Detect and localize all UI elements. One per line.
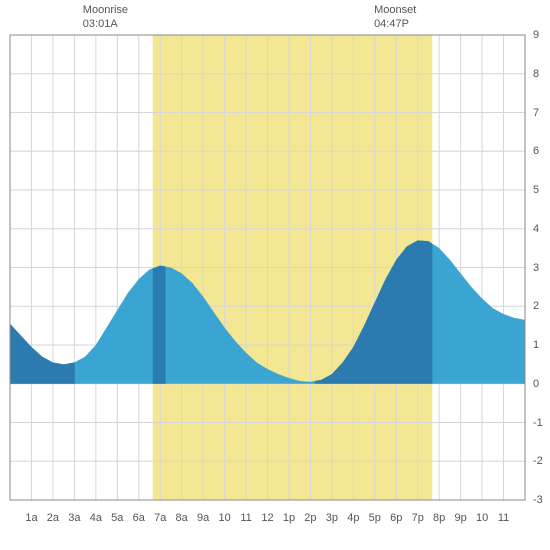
moonset-time: 04:47P (374, 17, 416, 31)
moonset-label: Moonset (374, 3, 416, 17)
x-tick-label: 4p (347, 512, 359, 524)
y-tick-label: 9 (533, 29, 539, 41)
y-tick-label: -2 (533, 455, 543, 467)
y-tick-label: 4 (533, 223, 539, 235)
moonset-annotation: Moonset 04:47P (374, 3, 416, 32)
x-tick-label: 10 (218, 512, 230, 524)
y-tick-label: -3 (533, 494, 543, 506)
plot-area (0, 0, 550, 550)
x-tick-label: 8p (433, 512, 445, 524)
x-tick-label: 12 (261, 512, 273, 524)
x-tick-label: 5a (111, 512, 123, 524)
moonrise-annotation: Moonrise 03:01A (83, 3, 128, 32)
x-tick-label: 2a (47, 512, 59, 524)
x-tick-label: 4a (90, 512, 102, 524)
x-tick-label: 8a (176, 512, 188, 524)
y-tick-label: 6 (533, 145, 539, 157)
y-tick-label: 3 (533, 262, 539, 274)
x-tick-label: 3a (68, 512, 80, 524)
x-tick-label: 11 (498, 512, 509, 524)
y-tick-label: 8 (533, 68, 539, 80)
x-tick-label: 1p (283, 512, 295, 524)
y-tick-label: 7 (533, 107, 539, 119)
y-tick-label: 2 (533, 300, 539, 312)
x-tick-label: 9a (197, 512, 209, 524)
x-tick-label: 3p (326, 512, 338, 524)
x-tick-label: 11 (240, 512, 251, 524)
moonrise-label: Moonrise (83, 3, 128, 17)
y-tick-label: 0 (533, 378, 539, 390)
tide-chart: Moonrise 03:01A Moonset 04:47P -3-2-1012… (0, 0, 550, 550)
x-tick-label: 2p (304, 512, 316, 524)
y-tick-label: 1 (533, 339, 539, 351)
x-tick-label: 6a (133, 512, 145, 524)
y-tick-label: -1 (533, 417, 543, 429)
x-tick-label: 7a (154, 512, 166, 524)
x-tick-label: 5p (369, 512, 381, 524)
x-tick-label: 1a (25, 512, 37, 524)
x-tick-label: 6p (390, 512, 402, 524)
y-tick-label: 5 (533, 184, 539, 196)
x-tick-label: 9p (455, 512, 467, 524)
moonrise-time: 03:01A (83, 17, 128, 31)
x-tick-label: 7p (412, 512, 424, 524)
x-tick-label: 10 (476, 512, 488, 524)
